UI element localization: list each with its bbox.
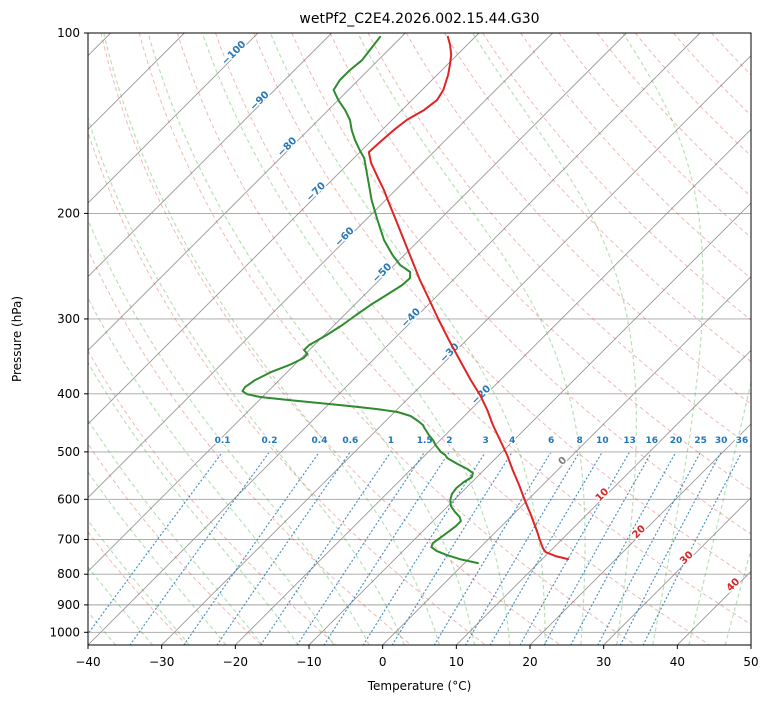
svg-text:300: 300 xyxy=(57,312,80,326)
svg-text:−40: −40 xyxy=(75,655,100,669)
svg-text:1.5: 1.5 xyxy=(417,436,433,446)
svg-text:4: 4 xyxy=(509,436,515,446)
chart-title: wetPf2_C2E4.2026.002.15.44.G30 xyxy=(299,11,540,27)
svg-text:−10: −10 xyxy=(296,655,321,669)
svg-text:−30: −30 xyxy=(149,655,174,669)
x-axis-label: Temperature (°C) xyxy=(367,679,472,693)
svg-text:20: 20 xyxy=(670,436,683,446)
svg-text:0.2: 0.2 xyxy=(262,436,278,446)
svg-text:30: 30 xyxy=(715,436,728,446)
svg-text:0.6: 0.6 xyxy=(342,436,358,446)
svg-text:600: 600 xyxy=(57,492,80,506)
svg-text:50: 50 xyxy=(743,655,758,669)
svg-text:36: 36 xyxy=(736,436,749,446)
svg-text:8: 8 xyxy=(576,436,582,446)
svg-text:25: 25 xyxy=(694,436,707,446)
svg-text:13: 13 xyxy=(623,436,636,446)
svg-text:0: 0 xyxy=(379,655,387,669)
svg-text:100: 100 xyxy=(57,26,80,40)
svg-text:0.1: 0.1 xyxy=(215,436,231,446)
svg-text:10: 10 xyxy=(596,436,609,446)
svg-text:800: 800 xyxy=(57,567,80,581)
svg-text:1: 1 xyxy=(388,436,394,446)
svg-text:900: 900 xyxy=(57,598,80,612)
svg-text:30: 30 xyxy=(596,655,611,669)
svg-text:1000: 1000 xyxy=(49,625,80,639)
y-axis-label: Pressure (hPa) xyxy=(10,295,24,383)
svg-text:2: 2 xyxy=(446,436,452,446)
svg-text:400: 400 xyxy=(57,387,80,401)
svg-text:−20: −20 xyxy=(223,655,248,669)
svg-text:200: 200 xyxy=(57,206,80,220)
svg-text:500: 500 xyxy=(57,445,80,459)
svg-text:0.4: 0.4 xyxy=(312,436,328,446)
svg-text:6: 6 xyxy=(548,436,554,446)
svg-text:10: 10 xyxy=(449,655,464,669)
svg-text:20: 20 xyxy=(522,655,537,669)
svg-text:700: 700 xyxy=(57,532,80,546)
svg-text:16: 16 xyxy=(646,436,659,446)
svg-text:3: 3 xyxy=(482,436,488,446)
svg-text:40: 40 xyxy=(670,655,685,669)
